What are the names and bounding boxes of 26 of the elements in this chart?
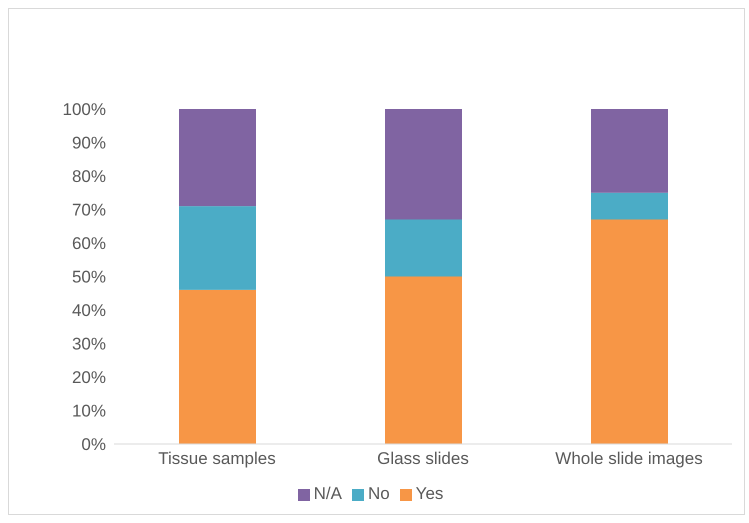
y-tick-label: 10% (72, 402, 106, 421)
y-tick-label: 40% (72, 301, 106, 320)
y-tick-label: 90% (72, 134, 106, 153)
bar (179, 290, 256, 444)
y-tick-label: 60% (72, 234, 106, 254)
bar (179, 206, 256, 290)
bar (591, 109, 668, 193)
bar (385, 220, 462, 276)
bar (591, 192, 668, 220)
legend-label: No (368, 484, 390, 503)
x-tick-label: Glass slides (377, 449, 469, 468)
y-tick-label: 30% (72, 334, 106, 354)
y-tick-label: 20% (72, 368, 106, 388)
y-tick-label: 0% (81, 435, 106, 454)
bar (179, 109, 256, 206)
x-tick-label: Tissue samples (158, 449, 276, 468)
bar (591, 220, 668, 444)
y-tick-label: 100% (62, 100, 106, 120)
y-tick-label: 80% (72, 167, 106, 186)
y-tick-label: 50% (72, 268, 106, 287)
legend-label: Yes (416, 484, 444, 503)
bar (385, 276, 462, 444)
y-tick-label: 70% (72, 200, 106, 220)
bar (385, 109, 462, 220)
legend-label: N/A (314, 484, 342, 503)
x-tick-label: Whole slide images (555, 449, 703, 468)
